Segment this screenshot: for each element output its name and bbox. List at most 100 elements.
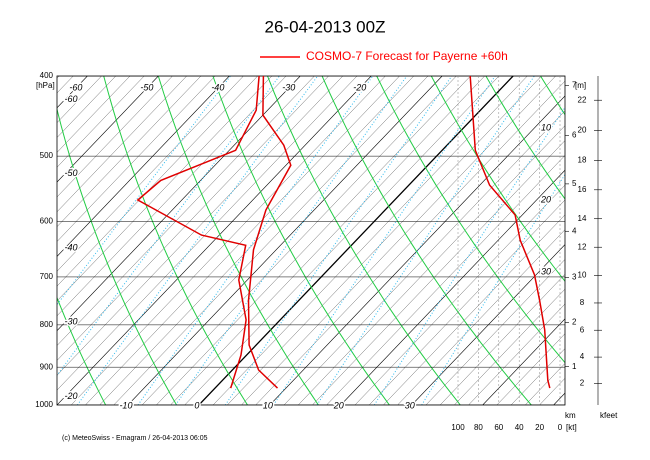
isotherm <box>283 110 565 405</box>
profile-line <box>469 75 551 389</box>
isotherm <box>57 76 329 361</box>
isotherm-label: -50 <box>140 82 153 92</box>
kfeet-tick-label: 20 <box>578 126 587 135</box>
km-tick-label: 3 <box>572 273 577 282</box>
x-tick-label: -10 <box>119 400 132 410</box>
isotherm <box>57 76 272 302</box>
isotherm <box>57 76 358 391</box>
isotherm <box>57 76 116 138</box>
isotherm <box>156 76 471 405</box>
dry-adiabat <box>0 76 35 405</box>
km-label: km <box>565 411 576 420</box>
isotherm <box>57 76 244 272</box>
isotherm <box>383 214 565 405</box>
kfeet-tick-label: 4 <box>580 352 585 361</box>
theta-label: 10 <box>541 122 551 132</box>
kfeet-tick-label: 12 <box>578 242 587 251</box>
isotherm-label: -40 <box>64 242 77 252</box>
mixing-ratio <box>316 76 535 405</box>
dry-adiabat <box>212 76 390 405</box>
kfeet-tick-label: 8 <box>580 298 585 307</box>
isotherm-label: -30 <box>282 82 295 92</box>
isotherm-label: -20 <box>353 82 366 92</box>
isotherm <box>255 80 565 405</box>
wind-tick-label: 20 <box>535 423 544 432</box>
isotherm <box>369 199 565 405</box>
isotherm <box>57 76 145 168</box>
chart-title: 26-04-2013 00Z <box>265 17 386 36</box>
dry-adiabat <box>267 76 461 405</box>
kfeet-label: kfeet <box>600 411 618 420</box>
isotherm <box>340 169 565 405</box>
isotherm <box>440 274 565 405</box>
kfeet-tick-label: 22 <box>578 95 587 104</box>
x-tick-label: 0 <box>194 400 199 410</box>
theta-label: 20 <box>540 194 551 204</box>
x-tick-label: 30 <box>405 400 415 410</box>
isotherm <box>57 76 159 183</box>
y-tick-label: 500 <box>40 151 54 160</box>
dry-adiabat <box>376 76 565 364</box>
background-lines <box>0 76 650 405</box>
isotherm <box>397 229 565 405</box>
isotherm-label: -20 <box>64 391 77 401</box>
isotherm <box>57 76 216 242</box>
wind-unit: [kt] <box>566 423 577 432</box>
wind-tick-label: 0 <box>558 423 563 432</box>
km-tick-label: 7 <box>572 81 577 90</box>
isotherm <box>0 76 45 405</box>
mixing-ratio <box>175 76 408 405</box>
y-tick-label: 600 <box>40 217 54 226</box>
wind-tick-label: 100 <box>451 423 465 432</box>
isotherm-label: -60 <box>64 94 77 104</box>
km-tick-label: 2 <box>572 318 577 327</box>
y-tick-label: 700 <box>40 272 54 281</box>
isotherm <box>625 76 650 405</box>
legend-label: COSMO-7 Forecast for Payerne +60h <box>306 49 508 63</box>
wind-tick-label: 80 <box>474 423 483 432</box>
isotherm <box>0 76 16 405</box>
y-tick-label: 800 <box>40 320 54 329</box>
y-tick-label: 1000 <box>35 400 53 409</box>
isotherm <box>57 76 88 109</box>
km-tick-label: 5 <box>572 179 577 188</box>
isotherm <box>269 95 565 405</box>
mixing-ratio <box>137 76 374 405</box>
isotherm <box>57 76 315 346</box>
x-tick-label: 20 <box>333 400 344 410</box>
isotherm <box>170 76 485 405</box>
isotherm <box>184 76 500 405</box>
dry-adiabat <box>485 76 565 200</box>
isotherm <box>57 76 60 79</box>
isotherm <box>596 76 650 405</box>
isotherm <box>326 155 565 405</box>
x-tick-label: 10 <box>263 400 273 410</box>
isotherm <box>482 318 565 405</box>
isotherm <box>57 76 258 287</box>
isotherm <box>0 76 2 405</box>
y-unit: [hPa] <box>36 81 55 90</box>
isotherm <box>57 76 202 227</box>
km-unit: [m] <box>575 81 586 90</box>
profile-line <box>136 75 260 389</box>
isotherm <box>354 184 565 405</box>
isotherm <box>212 76 528 405</box>
isotherm <box>57 76 301 332</box>
isotherm-label: -50 <box>64 168 77 178</box>
mixing-ratio <box>57 76 231 306</box>
y-tick-label: 900 <box>40 362 54 371</box>
kfeet-tick-label: 14 <box>578 214 587 223</box>
plot-frame <box>56 75 566 406</box>
isotherm <box>582 76 650 405</box>
y-tick-label: 400 <box>40 71 54 80</box>
km-tick-label: 4 <box>572 226 577 235</box>
isotherm <box>57 76 74 94</box>
isotherm <box>312 140 565 405</box>
isotherm <box>454 288 565 405</box>
isotherm-label: -30 <box>64 317 77 327</box>
dry-adiabat <box>595 76 650 405</box>
isotherm <box>539 378 565 405</box>
mixing-ratio <box>224 76 453 405</box>
isotherm <box>496 333 565 405</box>
isotherm <box>510 348 565 405</box>
